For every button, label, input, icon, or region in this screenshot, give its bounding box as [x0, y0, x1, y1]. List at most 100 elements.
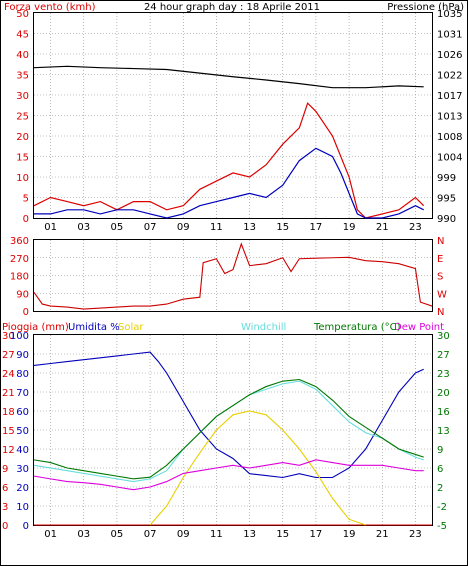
direction-tick-label: 360 — [10, 236, 29, 247]
temp-tick-label: 20 — [437, 388, 450, 399]
humidity-tick-label: 10 — [16, 502, 29, 513]
wind-tick-label: 45 — [16, 30, 29, 41]
wind-tick-label: 5 — [23, 194, 29, 205]
humidity-tick-label: 70 — [16, 388, 29, 399]
x-tick-label: 07 — [144, 222, 157, 233]
wind-tick-label: 15 — [16, 153, 29, 164]
wind-tick-label: 50 — [16, 9, 29, 20]
x-tick-label: 11 — [210, 529, 223, 540]
x-tick-label: 19 — [343, 529, 356, 540]
x-tick-label: 09 — [177, 529, 190, 540]
humidity-tick-label: 50 — [16, 426, 29, 437]
direction-tick-label: 180 — [10, 272, 29, 283]
rain-tick-label: 30 — [2, 331, 15, 342]
rain-tick-label: 24 — [2, 369, 15, 380]
compass-tick-label: N — [437, 307, 444, 318]
rain-tick-label: 18 — [2, 407, 15, 418]
x-tick-label: 13 — [243, 222, 256, 233]
x-tick-label: 01 — [44, 529, 57, 540]
x-tick-label: 21 — [376, 222, 389, 233]
pressure-tick-label: 990 — [437, 214, 456, 225]
legend-rain: Pioggia (mm) — [2, 322, 69, 333]
compass-tick-label: N — [437, 236, 444, 247]
wind-tick-label: 0 — [23, 214, 29, 225]
series-line-blue — [33, 351, 424, 479]
x-tick-label: 01 — [44, 222, 57, 233]
legend-solar: Solar — [118, 322, 144, 333]
humidity-tick-label: 30 — [16, 464, 29, 475]
wind-tick-label: 35 — [16, 71, 29, 82]
temp-tick-label: 30 — [437, 331, 450, 342]
wind-tick-label: 30 — [16, 91, 29, 102]
x-tick-label: 05 — [111, 222, 124, 233]
rain-tick-label: 3 — [2, 502, 8, 513]
rain-tick-label: 0 — [2, 521, 8, 532]
x-tick-label: 03 — [77, 529, 90, 540]
compass-tick-label: E — [437, 254, 443, 265]
rain-tick-label: 27 — [2, 350, 15, 361]
humidity-tick-label: 90 — [16, 350, 29, 361]
x-tick-label: 07 — [144, 529, 157, 540]
wind-tick-label: 10 — [16, 173, 29, 184]
humidity-tick-label: 80 — [16, 369, 29, 380]
temp-tick-label: 16 — [437, 407, 450, 418]
x-tick-label: 09 — [177, 222, 190, 233]
series-line-magenta — [33, 459, 424, 491]
series-line-cyan — [33, 380, 424, 483]
rain-tick-label: 21 — [2, 388, 15, 399]
rain-tick-label: 9 — [2, 464, 8, 475]
humidity-tick-label: 40 — [16, 445, 29, 456]
x-tick-label: 15 — [276, 529, 289, 540]
direction-tick-label: 270 — [10, 254, 29, 265]
humidity-tick-label: 20 — [16, 483, 29, 494]
series-line-black — [33, 65, 424, 89]
pressure-tick-label: 1022 — [437, 71, 462, 82]
rain-tick-label: 15 — [2, 426, 15, 437]
pressure-tick-label: 1004 — [437, 153, 462, 164]
series-line-blue — [34, 147, 424, 219]
chart-marks: 0101030305050707090911111313151517171919… — [2, 9, 462, 540]
pressure-tick-label: 999 — [437, 173, 456, 184]
direction-line — [33, 242, 433, 310]
temp-tick-label: 23 — [437, 369, 450, 380]
wind-tick-label: 25 — [16, 112, 29, 123]
legend-humidity: Umidita % — [68, 322, 120, 333]
temp-tick-label: 13 — [437, 426, 450, 437]
compass-tick-label: W — [437, 289, 447, 300]
x-tick-label: 03 — [77, 222, 90, 233]
x-tick-label: 05 — [111, 529, 124, 540]
x-tick-label: 13 — [243, 529, 256, 540]
compass-tick-label: S — [437, 272, 443, 283]
series-line-red — [33, 102, 425, 219]
wind-tick-label: 40 — [16, 50, 29, 61]
wind-tick-label: 20 — [16, 132, 29, 143]
legend-temperature: Temperatura (°C) — [313, 322, 401, 333]
rain-tick-label: 12 — [2, 445, 15, 456]
humidity-tick-label: 0 — [23, 521, 29, 532]
x-tick-label: 15 — [276, 222, 289, 233]
temp-tick-label: 6 — [437, 464, 443, 475]
pressure-tick-label: 1035 — [437, 9, 462, 20]
series-line-green — [33, 378, 424, 480]
x-tick-label: 23 — [409, 222, 422, 233]
pressure-tick-label: 1017 — [437, 91, 462, 102]
pressure-axis-title: Pressione (hPa) — [387, 2, 464, 13]
direction-tick-label: 0 — [23, 307, 29, 318]
pressure-tick-label: 1008 — [437, 132, 462, 143]
legend-windchill: Windchill — [241, 322, 286, 333]
pressure-tick-label: 995 — [437, 194, 456, 205]
x-tick-label: 21 — [376, 529, 389, 540]
chart-title: 24 hour graph day : 18 Aprile 2011 — [144, 2, 320, 13]
rain-tick-label: 6 — [2, 483, 8, 494]
humidity-tick-label: 60 — [16, 407, 29, 418]
temp-tick-label: 9 — [437, 445, 443, 456]
x-tick-label: 17 — [310, 529, 323, 540]
x-tick-label: 19 — [343, 222, 356, 233]
humidity-tick-label: 100 — [10, 331, 29, 342]
x-tick-label: 11 — [210, 222, 223, 233]
x-tick-label: 17 — [310, 222, 323, 233]
pressure-tick-label: 1026 — [437, 50, 462, 61]
temp-tick-label: -5 — [437, 521, 447, 532]
